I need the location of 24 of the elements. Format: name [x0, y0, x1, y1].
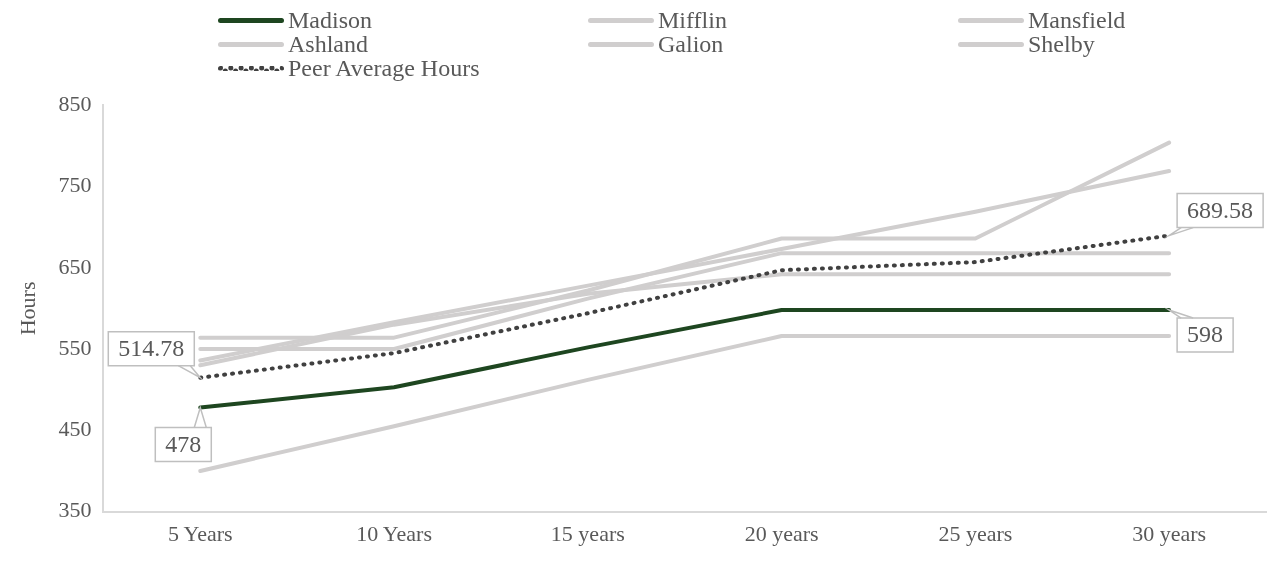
y-tick-label: 450: [58, 416, 92, 442]
x-tick-label: 15 years: [550, 520, 625, 546]
y-tick-label: 550: [58, 334, 92, 360]
legend-label: Peer Average Hours: [288, 55, 480, 81]
x-tick-label: 25 years: [938, 520, 1013, 546]
y-tick-label: 650: [58, 253, 92, 279]
x-tick-label: 5 Years: [167, 520, 233, 546]
legend-label: Mifflin: [658, 7, 727, 33]
legend-label: Galion: [658, 31, 724, 57]
legend-label: Mansfield: [1028, 7, 1126, 33]
y-axis-title: Hours: [14, 281, 40, 336]
data-label: 598: [1187, 321, 1224, 348]
x-tick-label: 30 years: [1132, 520, 1207, 546]
legend-label: Madison: [288, 7, 372, 33]
legend-label: Shelby: [1028, 31, 1095, 57]
y-tick-label: 750: [58, 172, 92, 198]
legend-label: Ashland: [288, 31, 368, 57]
data-label: 478: [165, 430, 202, 457]
x-tick-label: 20 years: [744, 520, 819, 546]
y-tick-label: 850: [58, 90, 92, 116]
data-label: 514.78: [118, 334, 185, 361]
data-label: 689.58: [1187, 196, 1254, 223]
y-tick-label: 350: [58, 497, 92, 523]
x-tick-label: 10 Years: [356, 520, 432, 546]
